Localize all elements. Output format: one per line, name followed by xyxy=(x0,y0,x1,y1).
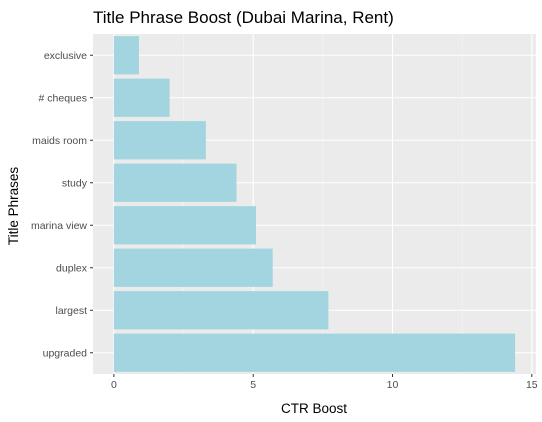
x-axis: 0 5 10 15 xyxy=(111,374,538,391)
x-tick-label: 15 xyxy=(526,379,538,391)
y-axis: exclusive # cheques maids room study marina … xyxy=(31,50,93,359)
bar-upgraded xyxy=(113,333,516,372)
x-tick-label: 5 xyxy=(250,379,256,391)
y-tick-label: study xyxy=(62,177,88,189)
x-tick-label: 0 xyxy=(111,379,117,391)
bar-duplex xyxy=(113,248,273,287)
bars xyxy=(113,36,516,372)
chart-title: Title Phrase Boost (Dubai Marina, Rent) xyxy=(93,8,394,27)
y-tick-label: maids room xyxy=(32,135,87,147)
y-tick-label: exclusive xyxy=(44,50,87,62)
y-tick-label: duplex xyxy=(56,262,88,274)
y-tick-label: upgraded xyxy=(43,347,88,359)
y-tick-label: largest xyxy=(55,305,87,317)
x-axis-title: CTR Boost xyxy=(281,401,347,416)
bar-maids-room xyxy=(113,121,206,160)
bar-largest xyxy=(113,291,329,330)
bar-marina-view xyxy=(113,206,256,245)
x-tick-label: 10 xyxy=(387,379,399,391)
bar-exclusive xyxy=(113,36,139,75)
bar--cheques xyxy=(113,78,170,117)
bar-study xyxy=(113,163,237,202)
y-tick-label: # cheques xyxy=(39,92,87,104)
y-tick-label: marina view xyxy=(31,220,87,232)
y-axis-title: Title Phrases xyxy=(6,167,21,246)
